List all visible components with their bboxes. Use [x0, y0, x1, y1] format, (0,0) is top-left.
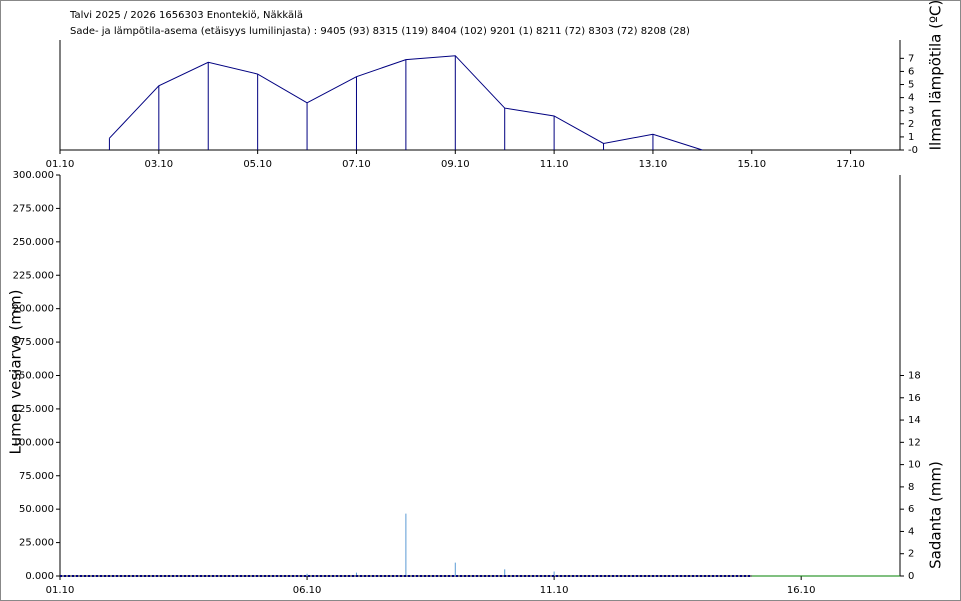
- y-tick-label: 1: [908, 132, 914, 143]
- bar: [306, 573, 308, 576]
- x-tick-label: 03.10: [145, 159, 174, 170]
- x-tick-label: 06.10: [293, 585, 322, 596]
- bar: [355, 572, 357, 576]
- y-tick-label: 4: [908, 93, 914, 104]
- y-tick-label: 16: [908, 393, 921, 404]
- x-tick-label: 05.10: [243, 159, 272, 170]
- x-tick-label: 11.10: [540, 585, 569, 596]
- y-tick-label: 14: [908, 415, 921, 426]
- y-axis-label: Lumen vesiarvo (mm): [7, 290, 25, 455]
- bar: [553, 571, 555, 576]
- y-tick-label: 6: [908, 504, 914, 515]
- y-tick-label: 18: [908, 371, 921, 382]
- y-tick-label: 150.000: [13, 371, 54, 382]
- x-tick-label: 01.10: [46, 585, 75, 596]
- y-tick-label: -0: [908, 145, 918, 156]
- x-tick-label: 07.10: [342, 159, 371, 170]
- y-tick-label: 75.000: [19, 471, 54, 482]
- y-tick-label: 125.000: [13, 404, 54, 415]
- y-tick-label: 100.000: [13, 437, 54, 448]
- x-tick-label: 09.10: [441, 159, 470, 170]
- y-tick-label: 50.000: [19, 504, 54, 515]
- y-tick-label: 3: [908, 106, 914, 117]
- y-axis-label: Ilman lämpötila (ºC): [927, 0, 945, 150]
- y-tick-label: 225.000: [13, 270, 54, 281]
- x-tick-label: 11.10: [540, 159, 569, 170]
- y-tick-label: 6: [908, 66, 914, 77]
- y2-axis-label: Sadanta (mm): [927, 461, 945, 569]
- y-tick-label: 0.000: [25, 571, 54, 582]
- x-tick-label: 01.10: [46, 159, 75, 170]
- bar: [405, 513, 407, 576]
- y-tick-label: 2: [908, 119, 914, 130]
- x-tick-label: 16.10: [787, 585, 816, 596]
- y-tick-label: 200.000: [13, 304, 54, 315]
- x-tick-label: 13.10: [639, 159, 668, 170]
- x-tick-label: 15.10: [737, 159, 766, 170]
- bar: [454, 562, 456, 576]
- y-tick-label: 175.000: [13, 337, 54, 348]
- y-tick-label: 300.000: [13, 170, 54, 181]
- chart-title: Talvi 2025 / 2026 1656303 Enontekiö, Näk…: [69, 10, 303, 21]
- y-tick-label: 4: [908, 526, 914, 537]
- x-tick-label: 17.10: [836, 159, 865, 170]
- y-tick-label: 25.000: [19, 538, 54, 549]
- y-tick-label: 250.000: [13, 237, 54, 248]
- bar: [504, 569, 506, 576]
- y-tick-label: 2: [908, 549, 914, 560]
- y-tick-label: 12: [908, 437, 921, 448]
- y-tick-label: 5: [908, 80, 914, 91]
- y-tick-label: 7: [908, 53, 914, 64]
- y-tick-label: 10: [908, 460, 921, 471]
- y-tick-label: 8: [908, 482, 914, 493]
- chart-subtitle: Sade- ja lämpötila-asema (etäisyys lumil…: [70, 26, 690, 37]
- y-tick-label: 0: [908, 571, 914, 582]
- y-tick-label: 275.000: [13, 203, 54, 214]
